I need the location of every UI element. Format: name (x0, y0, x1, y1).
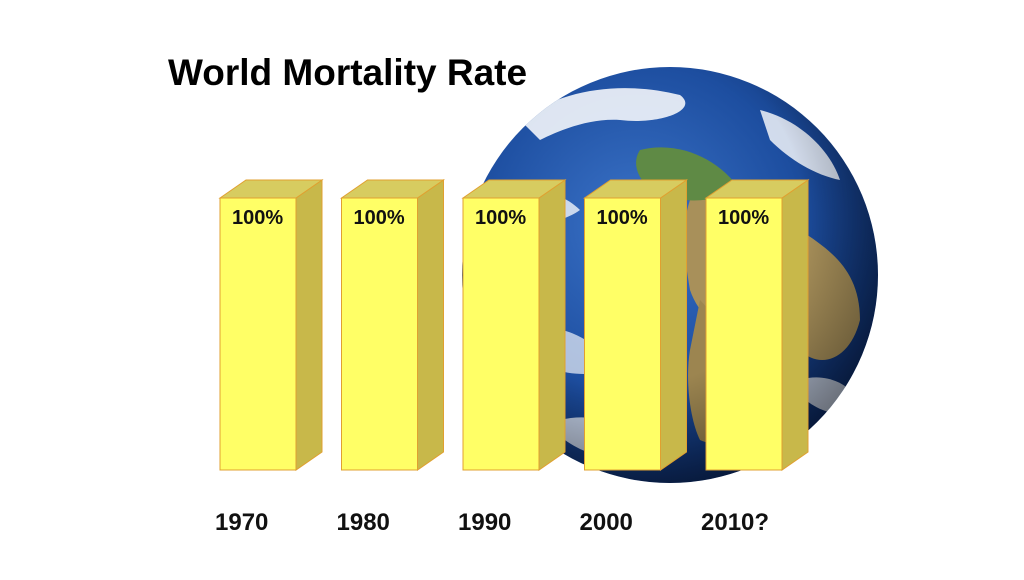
x-tick-label: 2010? (701, 509, 769, 536)
bar-1990 (461, 179, 567, 471)
value-label: 100% (597, 207, 648, 229)
bar-2000 (582, 179, 689, 471)
bar-1970 (218, 179, 324, 471)
x-tick-label: 1980 (337, 509, 390, 536)
value-label: 100% (232, 207, 283, 229)
bars (218, 179, 810, 471)
value-label: 100% (475, 207, 526, 229)
x-tick-label: 1990 (458, 509, 511, 536)
bar-2010? (704, 179, 810, 471)
x-tick-label: 1970 (215, 509, 268, 536)
value-label: 100% (718, 207, 769, 229)
x-axis-labels: 1970 1980 1990 2000 2010? (215, 509, 769, 536)
value-labels: 100% 100% 100% 100% 100% (232, 207, 769, 229)
bar-1980 (339, 179, 446, 471)
chart-title: World Mortality Rate (168, 52, 528, 93)
value-label: 100% (354, 207, 405, 229)
x-tick-label: 2000 (580, 509, 633, 536)
